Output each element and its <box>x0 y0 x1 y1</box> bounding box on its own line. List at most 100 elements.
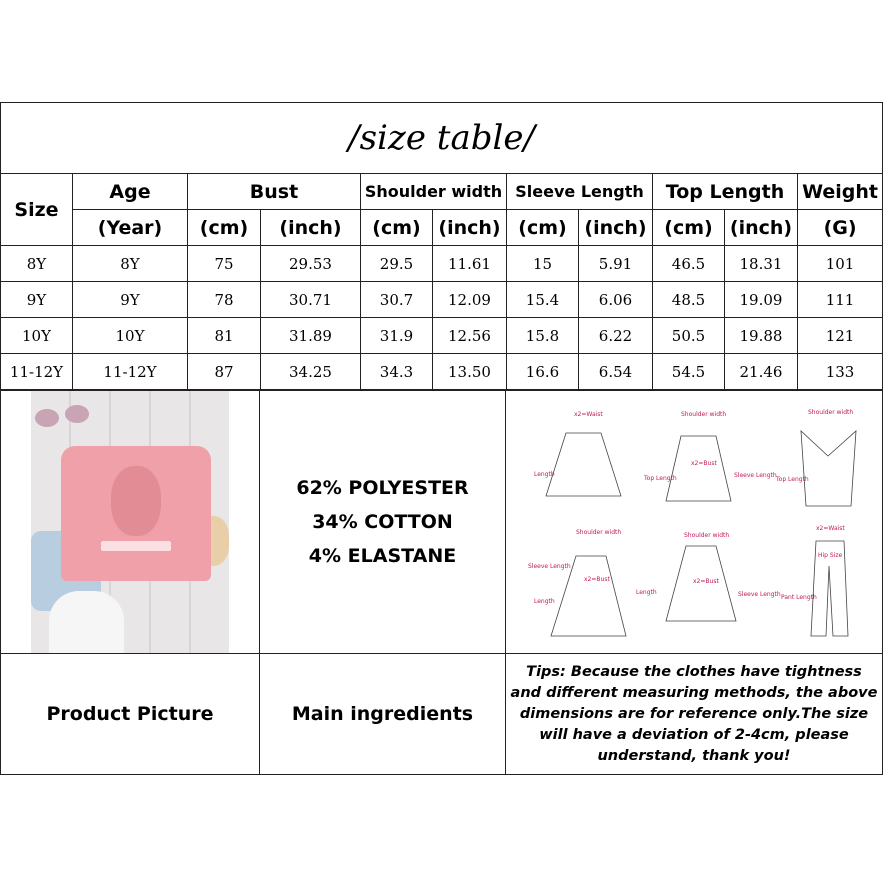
sneakers-image <box>49 591 124 653</box>
unit-gram: (G) <box>796 209 883 246</box>
diagram-label: Shoulder width <box>684 532 730 539</box>
header-size: Size <box>0 173 73 246</box>
table-cell: 21.46 <box>724 353 798 390</box>
tshirt-image <box>61 446 211 581</box>
diagram-label: Shoulder width <box>681 411 727 418</box>
header-weight: Weight <box>796 173 883 210</box>
table-cell: 10Y <box>0 317 73 354</box>
diagram-label: Top Length <box>776 476 809 483</box>
table-cell: 15 <box>506 245 579 282</box>
diagram-label: Sleeve Length <box>738 591 781 598</box>
unit-cm: (cm) <box>506 209 579 246</box>
table-cell: 29.5 <box>360 245 433 282</box>
measure-diagram-cell: x2=Waist Length Shoulder width Top Lengt… <box>505 390 883 654</box>
ingredient: 34% COTTON <box>312 511 453 533</box>
main-ingredients-label: Main ingredients <box>259 653 506 775</box>
header-shoulder: Shoulder width <box>360 173 507 210</box>
table-cell: 18.31 <box>724 245 798 282</box>
tips-text: Tips: Because the clothes have tightness… <box>505 653 883 775</box>
table-cell: 11-12Y <box>0 353 73 390</box>
table-cell: 75 <box>187 245 261 282</box>
table-cell: 46.5 <box>652 245 725 282</box>
product-picture-label: Product Picture <box>0 653 260 775</box>
header-sleeve: Sleeve Length <box>506 173 653 210</box>
table-cell: 19.88 <box>724 317 798 354</box>
table-cell: 30.71 <box>260 281 361 318</box>
table-cell: 34.25 <box>260 353 361 390</box>
sunglasses-icon <box>35 405 95 429</box>
size-table: /size table/ Size Age Bust Shoulder widt… <box>0 102 883 390</box>
header-age: Age <box>72 173 188 210</box>
table-cell: 15.8 <box>506 317 579 354</box>
table-cell: 31.89 <box>260 317 361 354</box>
diagram-label: Length <box>636 589 657 596</box>
table-cell: 10Y <box>72 317 188 354</box>
table-cell: 121 <box>796 317 883 354</box>
unit-inch: (inch) <box>260 209 361 246</box>
table-cell: 9Y <box>0 281 73 318</box>
ingredient: 62% POLYESTER <box>296 477 469 499</box>
unit-cm: (cm) <box>652 209 725 246</box>
product-photo <box>31 391 229 653</box>
table-cell: 133 <box>796 353 883 390</box>
unit-cm: (cm) <box>187 209 261 246</box>
diagram-label: Sleeve Length <box>528 563 571 570</box>
diagram-label: Top Length <box>644 475 677 482</box>
table-cell: 54.5 <box>652 353 725 390</box>
table-cell: 16.6 <box>506 353 579 390</box>
table-cell: 101 <box>796 245 883 282</box>
table-cell: 34.3 <box>360 353 433 390</box>
table-row: 9Y 9Y 78 30.71 30.7 12.09 15.4 6.06 48.5 19.09 111 <box>0 281 883 318</box>
table-cell: 15.4 <box>506 281 579 318</box>
table-cell: 8Y <box>0 245 73 282</box>
product-photo-cell <box>0 390 260 654</box>
unit-cm: (cm) <box>360 209 433 246</box>
table-row: 11-12Y 11-12Y 87 34.25 34.3 13.50 16.6 6.54 54.5… <box>0 353 883 390</box>
header-top-length: Top Length <box>652 173 798 210</box>
unit-inch: (inch) <box>724 209 798 246</box>
table-cell: 78 <box>187 281 261 318</box>
table-title: /size table/ <box>0 102 883 174</box>
table-cell: 48.5 <box>652 281 725 318</box>
table-cell: 81 <box>187 317 261 354</box>
diagram-label: Pant Length <box>781 594 817 601</box>
diagram-label: x2=Waist <box>816 525 845 532</box>
diagram-label: Shoulder width <box>808 409 854 416</box>
unit-inch: (inch) <box>578 209 653 246</box>
table-cell: 11-12Y <box>72 353 188 390</box>
diagram-label: Length <box>534 471 555 478</box>
diagram-label: Hip Size <box>818 552 843 559</box>
table-cell: 5.91 <box>578 245 653 282</box>
ingredients-cell: 62% POLYESTER 34% COTTON 4% ELASTANE <box>259 390 506 654</box>
info-table: 62% POLYESTER 34% COTTON 4% ELASTANE x2=… <box>0 390 883 775</box>
table-cell: 31.9 <box>360 317 433 354</box>
table-cell: 50.5 <box>652 317 725 354</box>
diagram-label: Shoulder width <box>576 529 622 536</box>
table-cell: 11.61 <box>432 245 507 282</box>
measuring-diagram: x2=Waist Length Shoulder width Top Lengt… <box>506 391 882 653</box>
table-cell: 8Y <box>72 245 188 282</box>
table-row: 8Y 8Y 75 29.53 29.5 11.61 15 5.91 46.5 18.31 101 <box>0 245 883 282</box>
ingredient: 4% ELASTANE <box>308 545 457 567</box>
table-cell: 12.56 <box>432 317 507 354</box>
diagram-label: x2=Bust <box>693 578 719 585</box>
table-cell: 12.09 <box>432 281 507 318</box>
diagram-label: Sleeve Length <box>734 472 777 479</box>
table-row: 10Y 10Y 81 31.89 31.9 12.56 15.8 6.22 50.5 19.88 1… <box>0 317 883 354</box>
table-cell: 9Y <box>72 281 188 318</box>
table-cell: 13.50 <box>432 353 507 390</box>
table-cell: 87 <box>187 353 261 390</box>
table-cell: 29.53 <box>260 245 361 282</box>
table-cell: 30.7 <box>360 281 433 318</box>
unit-year: (Year) <box>72 209 188 246</box>
table-cell: 19.09 <box>724 281 798 318</box>
table-cell: 6.54 <box>578 353 653 390</box>
table-cell: 6.22 <box>578 317 653 354</box>
diagram-label: x2=Waist <box>574 411 603 418</box>
diagram-label: x2=Bust <box>584 576 610 583</box>
diagram-label: x2=Bust <box>691 460 717 467</box>
table-cell: 6.06 <box>578 281 653 318</box>
diagram-label: Length <box>534 598 555 605</box>
table-cell: 111 <box>796 281 883 318</box>
unit-inch: (inch) <box>432 209 507 246</box>
